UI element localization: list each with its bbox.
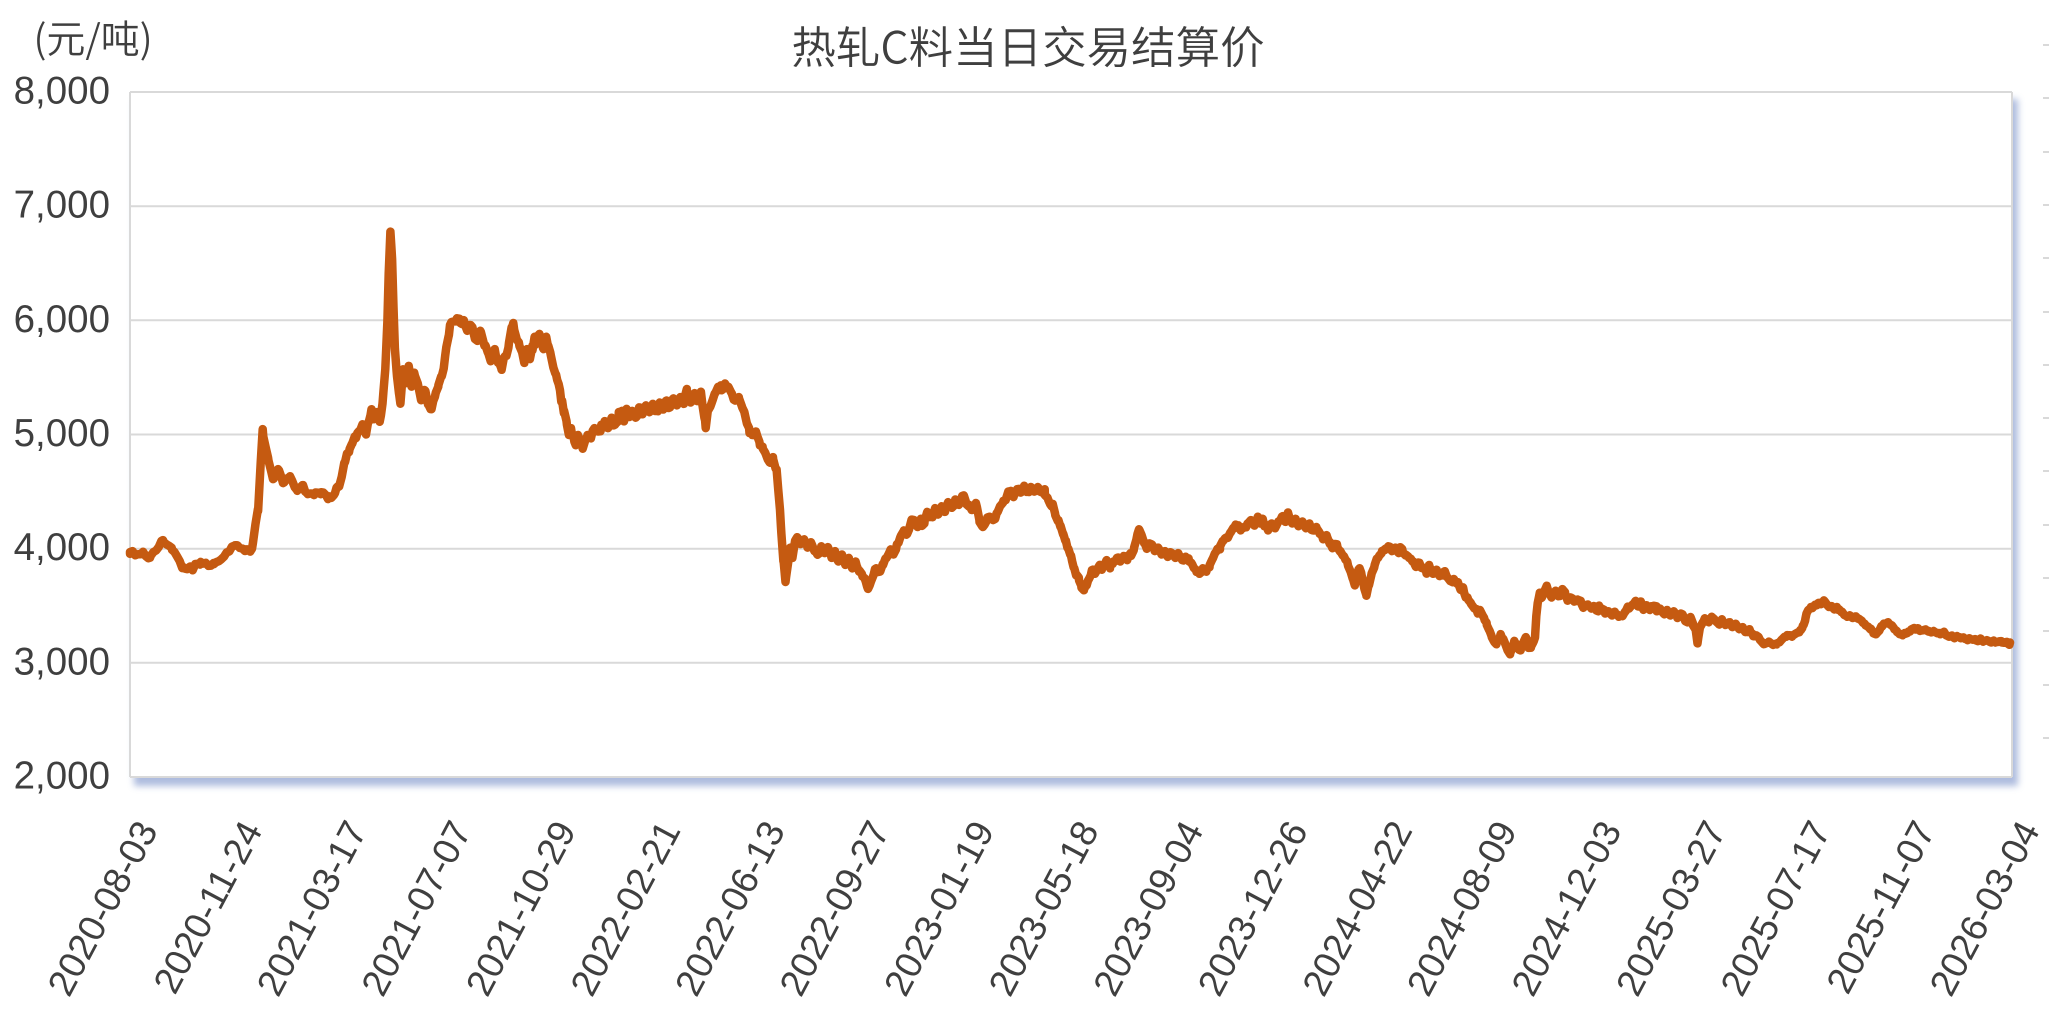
svg-text:6,000: 6,000 xyxy=(14,298,110,341)
svg-text:5,000: 5,000 xyxy=(14,412,110,455)
svg-text:7,000: 7,000 xyxy=(14,184,110,227)
svg-text:3,000: 3,000 xyxy=(14,640,110,683)
svg-text:4,000: 4,000 xyxy=(14,526,110,569)
svg-text:2,000: 2,000 xyxy=(14,755,110,798)
svg-text:8,000: 8,000 xyxy=(14,70,110,113)
